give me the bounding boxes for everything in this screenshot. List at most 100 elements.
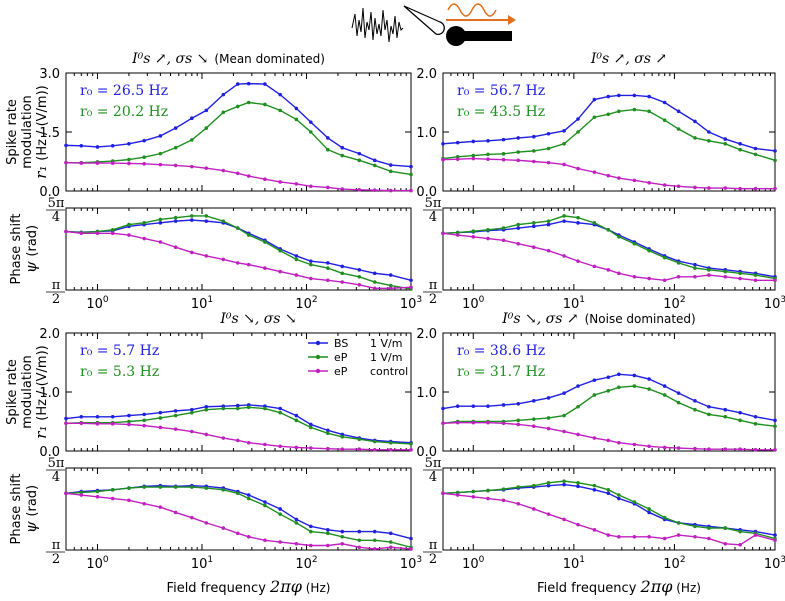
data-point (95, 231, 100, 236)
data-point (647, 535, 651, 539)
data-point (753, 533, 758, 537)
data-point (501, 137, 506, 142)
phase-ylabel-line1: Phase shift (9, 213, 24, 284)
data-point (263, 102, 267, 107)
data-point (278, 512, 282, 516)
data-point (221, 219, 226, 223)
data-point (738, 418, 742, 423)
data-point (278, 248, 282, 253)
data-point (158, 217, 163, 222)
data-point (294, 254, 299, 258)
data-point (546, 426, 551, 431)
data-point (158, 505, 163, 510)
data-point (326, 446, 330, 451)
data-point (501, 152, 506, 156)
data-point (372, 286, 377, 291)
data-point (64, 421, 68, 426)
data-point (204, 521, 209, 525)
data-point (127, 157, 131, 162)
data-point (693, 185, 697, 190)
r0-annotation: r₀ = 5.7 Hz (80, 343, 159, 359)
data-point (723, 142, 728, 146)
data-point (372, 547, 377, 551)
data-point (707, 404, 711, 409)
data-point (576, 215, 580, 220)
data-point (79, 143, 84, 148)
y-tick-label: 1.5 (39, 126, 60, 141)
data-point (707, 526, 711, 530)
data-point (263, 240, 267, 244)
data-point (606, 533, 611, 537)
data-point (221, 526, 226, 530)
data-point (158, 485, 163, 489)
y-tick-label: 2.0 (416, 67, 437, 82)
data-point (173, 163, 178, 168)
y-tick-label-denominator: 2 (429, 292, 437, 307)
data-point (562, 214, 566, 218)
data-point (158, 221, 163, 225)
data-point (326, 185, 330, 190)
data-point (294, 517, 299, 522)
data-point (617, 535, 621, 539)
data-point (606, 491, 611, 496)
panel-top-left: 0.0 1.5 3.0 I⁰s ↗, σs ↘ (Mean dominated) r₀ =… (5, 51, 413, 200)
data-point (676, 109, 681, 114)
data-point (773, 448, 777, 452)
data-point (606, 389, 611, 393)
data-point (357, 275, 362, 279)
data-point (357, 447, 362, 452)
data-point (576, 522, 580, 527)
legend-name: eP (334, 351, 348, 364)
data-point (278, 507, 282, 511)
data-point (357, 268, 362, 272)
data-point (532, 417, 536, 421)
data-point (340, 435, 345, 439)
data-point (617, 372, 621, 377)
data-point (79, 231, 84, 236)
data-point (576, 166, 580, 171)
r0-annotation: r₀ = 43.5 Hz (457, 104, 545, 120)
legend-value: 1 V/m (370, 351, 402, 364)
data-point (606, 173, 611, 178)
data-point (278, 444, 282, 449)
data-point (235, 406, 240, 411)
data-point (753, 186, 758, 191)
data-point (471, 156, 476, 161)
data-point (357, 529, 362, 534)
data-point (441, 406, 445, 411)
data-point (562, 482, 566, 487)
data-point (723, 541, 728, 546)
data-point (278, 108, 282, 113)
data-point (693, 266, 697, 270)
data-point (127, 161, 131, 166)
series-line-2 (65, 161, 411, 192)
data-point (662, 445, 667, 450)
data-point (532, 149, 536, 153)
data-point (204, 407, 209, 412)
y-tick-label-denominator: 4 (52, 470, 60, 485)
data-point (263, 538, 267, 543)
data-point (79, 493, 84, 497)
y-tick-label: 3.0 (39, 67, 60, 82)
data-point (773, 158, 777, 163)
data-point (127, 413, 131, 418)
data-point (562, 429, 566, 434)
data-point (95, 494, 100, 499)
data-point (173, 126, 178, 130)
data-point (357, 437, 362, 442)
data-point (486, 496, 490, 501)
data-point (632, 442, 637, 447)
data-point (617, 496, 621, 501)
data-point (516, 226, 521, 230)
data-point (326, 528, 330, 532)
data-point (221, 168, 226, 173)
data-point (562, 142, 566, 146)
data-point (278, 410, 282, 415)
data-point (441, 142, 445, 146)
data-point (372, 448, 377, 452)
data-point (204, 254, 209, 258)
data-point (676, 533, 681, 537)
data-point (676, 391, 681, 395)
data-point (204, 214, 209, 218)
dendrite-icon (456, 31, 512, 41)
